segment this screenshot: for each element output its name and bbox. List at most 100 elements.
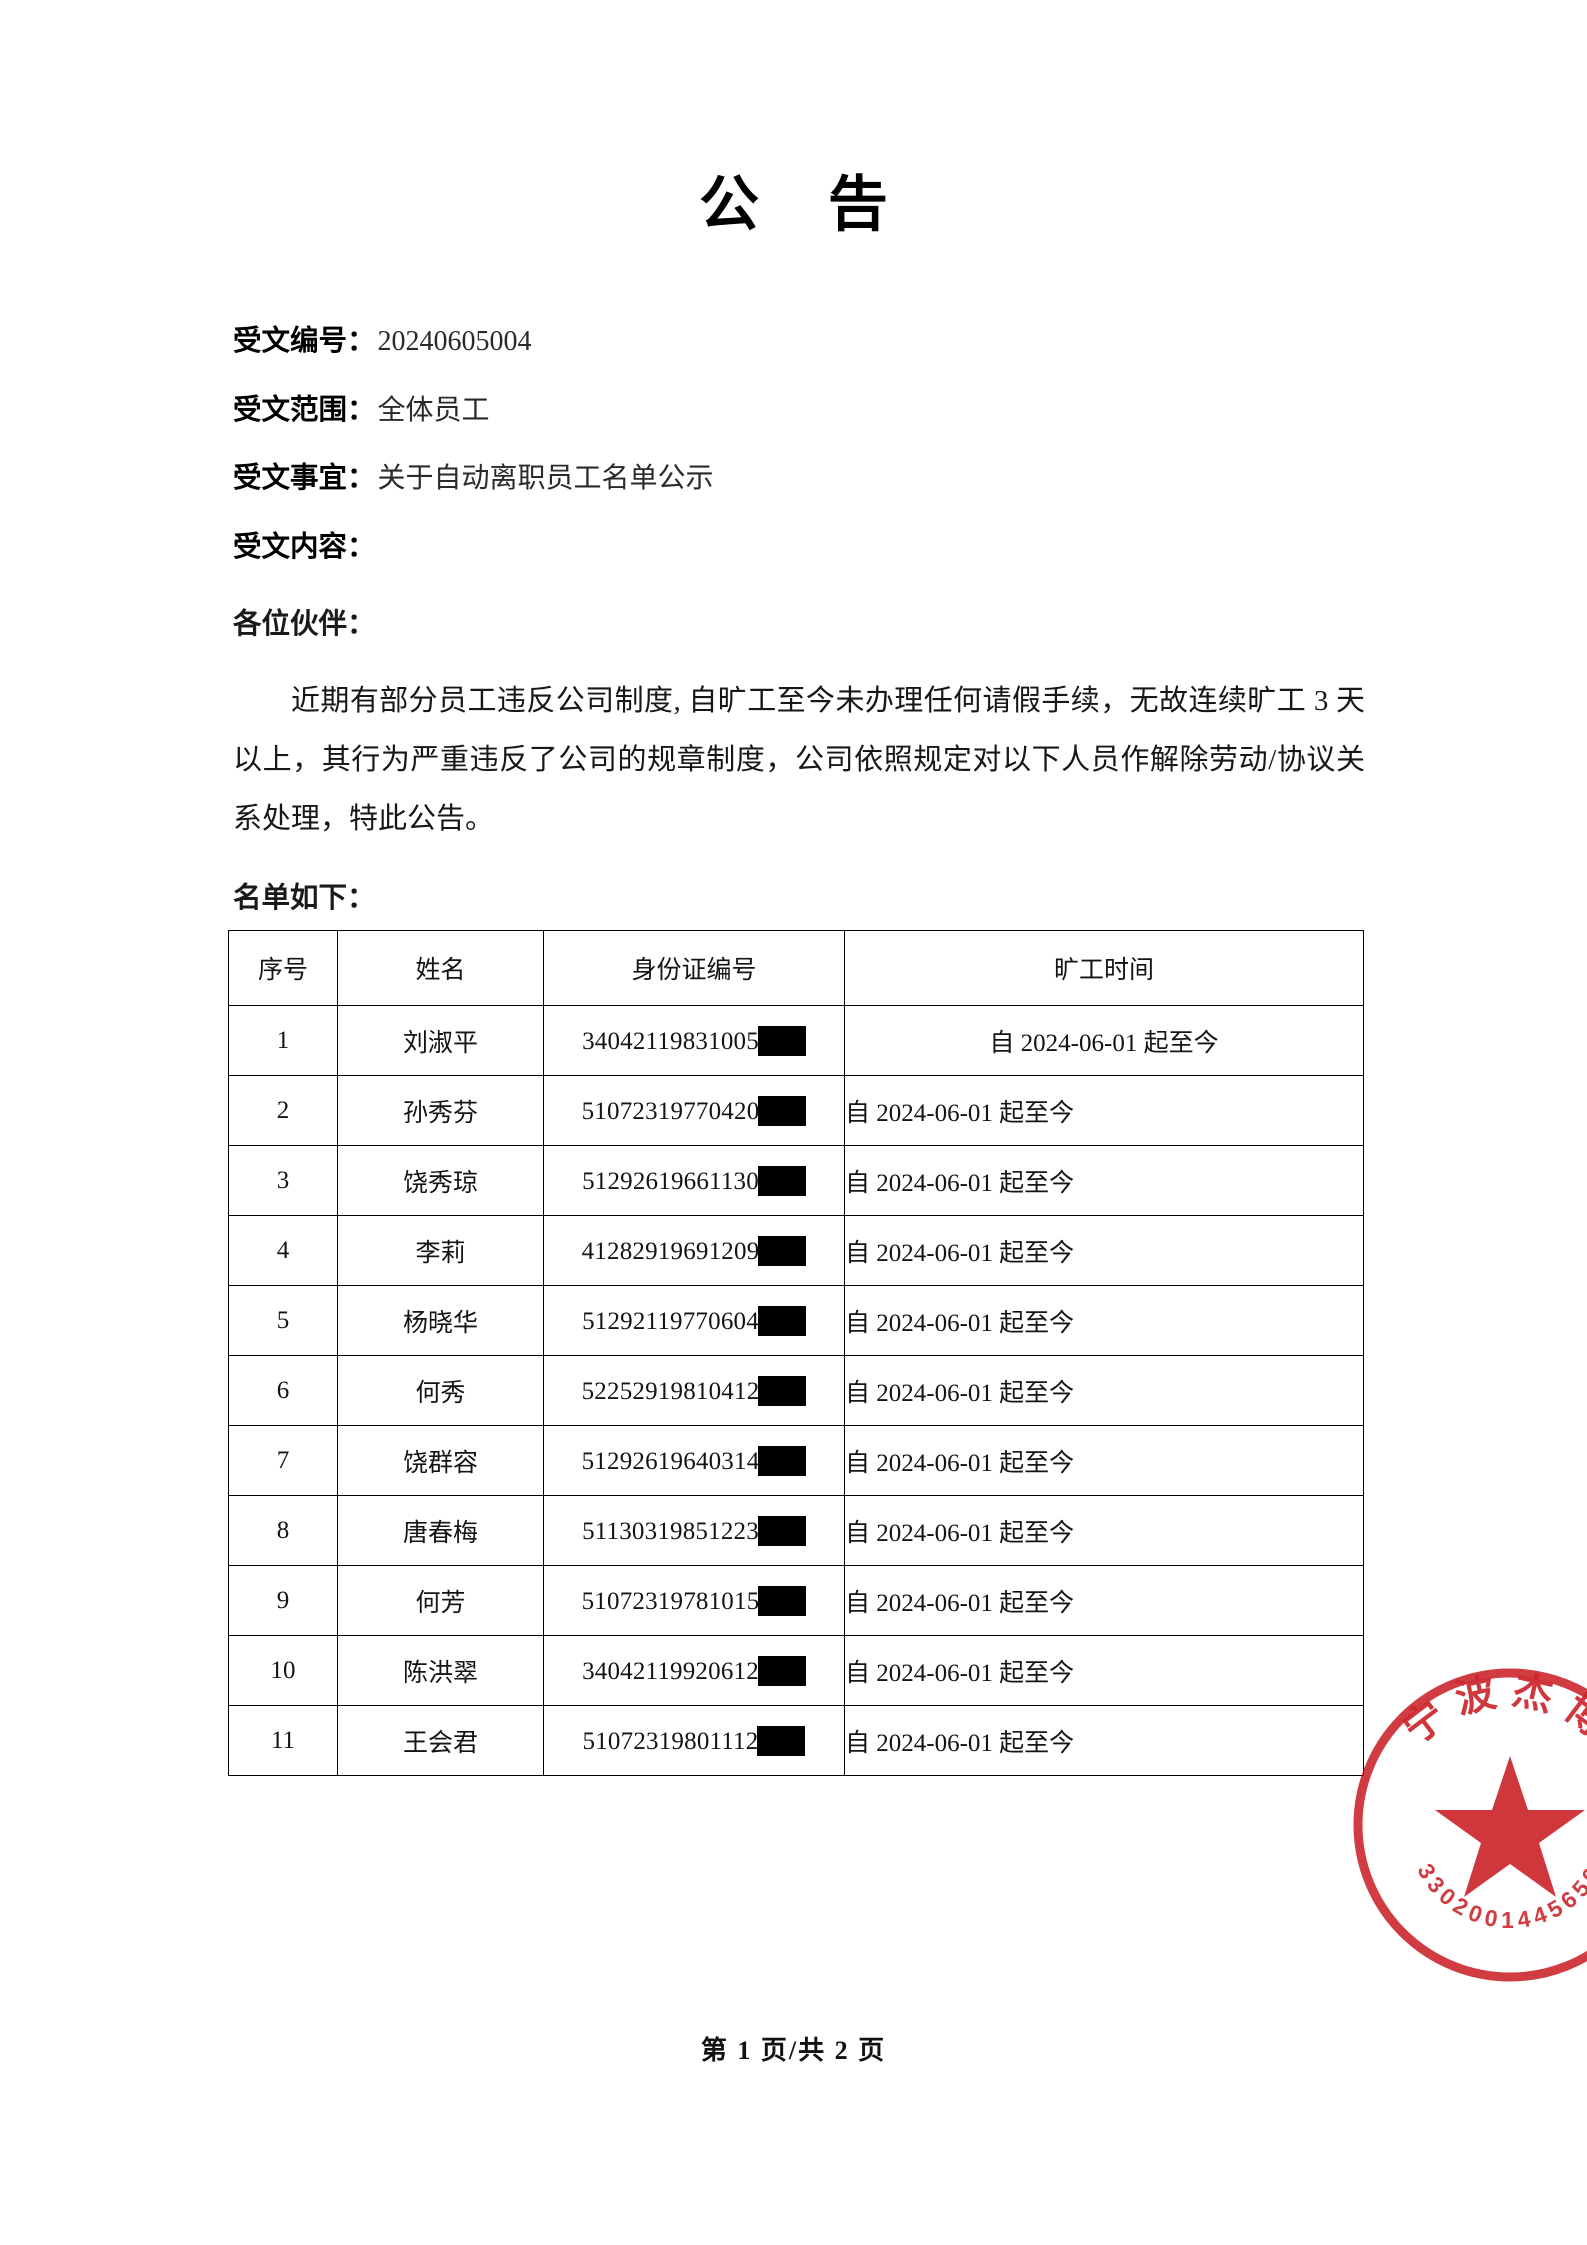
row-id-cell: 51292619640314 (543, 1425, 845, 1496)
row-index-cell: 6 (228, 1355, 338, 1426)
row-time-cell: 自 2024-06-01 起至今 (844, 1705, 1364, 1776)
table-row: 9 何芳 51072319781015 自 2024-06-01 起至今 (228, 1565, 1364, 1636)
table-row: 4 李莉 41282919691209 自 2024-06-01 起至今 (228, 1215, 1364, 1286)
list-heading: 名单如下： (233, 882, 376, 914)
row-id-prefix: 52252919810412 (581, 1377, 760, 1405)
row-index-cell: 2 (228, 1075, 338, 1146)
meta-label: 受文编号： (233, 325, 376, 357)
row-id-cell: 34042119831005 (543, 1005, 845, 1076)
meta-row-doc-number: 受文编号：20240605004 (233, 327, 1354, 357)
redaction-block (757, 1165, 806, 1196)
row-id-cell: 34042119920612 (543, 1635, 845, 1706)
row-id-cell: 51130319851223 (543, 1495, 845, 1566)
row-name-cell: 李莉 (337, 1215, 544, 1286)
row-name-cell: 杨晓华 (337, 1285, 544, 1356)
row-index-cell: 5 (228, 1285, 338, 1356)
row-id-prefix: 34042119831005 (582, 1027, 759, 1055)
row-index-cell: 11 (228, 1705, 338, 1776)
table-row: 8 唐春梅 51130319851223 自 2024-06-01 起至今 (228, 1495, 1364, 1566)
redaction-block (758, 1445, 807, 1476)
row-id-prefix: 51130319851223 (582, 1517, 759, 1545)
row-id-cell: 51072319781015 (543, 1565, 845, 1636)
row-id-cell: 51072319770420 (543, 1075, 845, 1146)
salutation: 各位伙伴： (233, 608, 376, 640)
row-id-prefix: 41282919691209 (581, 1237, 760, 1265)
table-row: 6 何秀 52252919810412 自 2024-06-01 起至今 (228, 1355, 1364, 1426)
row-name-cell: 陈洪翠 (337, 1635, 544, 1706)
row-index-cell: 10 (228, 1635, 338, 1706)
row-id-cell: 41282919691209 (543, 1215, 845, 1286)
redaction-block (758, 1585, 807, 1616)
roster-table: 序号 姓名 身份证编号 旷工时间 1 刘淑平 34042119831005 自 202… (228, 930, 1364, 1776)
row-time-cell: 自 2024-06-01 起至今 (844, 1635, 1364, 1706)
row-id-cell: 51292119770604 (543, 1285, 845, 1356)
row-index-cell: 4 (228, 1215, 338, 1286)
body-paragraph: 近期有部分员工违反公司制度, 自旷工至今未办理任何请假手续，无故连续旷工 3 天… (233, 685, 1365, 835)
row-id-prefix: 51292619661130 (582, 1167, 759, 1195)
redaction-block (758, 1235, 807, 1266)
page-footer: 第 1 页/共 2 页 (700, 2036, 887, 2065)
table-row: 1 刘淑平 34042119831005 自 2024-06-01 起至今 (228, 1005, 1364, 1076)
row-index-cell: 9 (228, 1565, 338, 1636)
row-id-prefix: 51072319770420 (581, 1097, 760, 1125)
table-header-id: 身份证编号 (543, 930, 845, 1006)
row-time-cell: 自 2024-06-01 起至今 (844, 1355, 1364, 1426)
meta-row-subject: 受文事宜：关于自动离职员工名单公示 (233, 464, 1354, 494)
redaction-block (757, 1305, 806, 1336)
table-row: 11 王会君 51072319801112 自 2024-06-01 起至今 (228, 1705, 1364, 1776)
row-name-cell: 王会君 (337, 1705, 544, 1776)
meta-label: 受文内容： (233, 530, 376, 563)
row-name-cell: 饶秀琼 (337, 1145, 544, 1216)
table-row: 5 杨晓华 51292119770604 自 2024-06-01 起至今 (228, 1285, 1364, 1356)
meta-label: 受文范围： (233, 393, 376, 426)
meta-label: 受文事宜： (233, 462, 376, 494)
table-header-name: 姓名 (337, 930, 544, 1006)
row-time-cell: 自 2024-06-01 起至今 (844, 1425, 1364, 1496)
roster-table-body: 1 刘淑平 34042119831005 自 2024-06-01 起至今 2 孙秀芬 51… (228, 1005, 1364, 1776)
table-row: 3 饶秀琼 51292619661130 自 2024-06-01 起至今 (228, 1145, 1364, 1216)
row-id-cell: 51072319801112 (543, 1705, 845, 1776)
row-id-prefix: 51292619640314 (581, 1447, 760, 1475)
table-header-time: 旷工时间 (844, 930, 1364, 1006)
meta-row-scope: 受文范围：全体员工 (233, 393, 1354, 426)
redaction-block (758, 1095, 807, 1126)
meta-row-content: 受文内容： (233, 530, 1354, 563)
table-row: 7 饶群容 51292619640314 自 2024-06-01 起至今 (228, 1425, 1364, 1496)
stamp-code-text: 3302001445650 (1412, 1859, 1587, 1933)
meta-value: 关于自动离职员工名单公示 (377, 463, 714, 494)
row-index-cell: 8 (228, 1495, 338, 1566)
roster-table-wrapper: 序号 姓名 身份证编号 旷工时间 1 刘淑平 34042119831005 自 202… (0, 930, 1587, 1776)
table-row: 10 陈洪翠 34042119920612 自 2024-06-01 起至今 (228, 1635, 1364, 1706)
row-id-prefix: 51072319781015 (581, 1587, 760, 1615)
redaction-block (757, 1655, 806, 1686)
redaction-block (757, 1025, 806, 1056)
row-id-cell: 52252919810412 (543, 1355, 845, 1426)
row-time-cell: 自 2024-06-01 起至今 (844, 1215, 1364, 1286)
row-index-cell: 3 (228, 1145, 338, 1216)
row-name-cell: 孙秀芬 (337, 1075, 544, 1146)
row-name-cell: 唐春梅 (337, 1495, 544, 1566)
row-time-cell: 自 2024-06-01 起至今 (844, 1565, 1364, 1636)
row-id-prefix: 34042119920612 (582, 1657, 759, 1685)
row-name-cell: 刘淑平 (337, 1005, 544, 1076)
row-time-cell: 自 2024-06-01 起至今 (844, 1495, 1364, 1566)
table-row: 2 孙秀芬 51072319770420 自 2024-06-01 起至今 (228, 1075, 1364, 1146)
row-time-cell: 自 2024-06-01 起至今 (844, 1005, 1364, 1076)
table-header-row: 序号 姓名 身份证编号 旷工时间 (228, 930, 1364, 1006)
redaction-block (757, 1515, 806, 1546)
row-index-cell: 7 (228, 1425, 338, 1496)
meta-value: 20240605004 (377, 326, 532, 357)
row-index-cell: 1 (228, 1005, 338, 1076)
metadata-block: 受文编号：20240605004 受文范围：全体员工 受文事宜：关于自动离职员工… (0, 327, 1587, 562)
page-title: 公 告 (699, 171, 914, 238)
row-id-cell: 51292619661130 (543, 1145, 845, 1216)
meta-value: 全体员工 (377, 394, 490, 426)
table-header-index: 序号 (228, 930, 338, 1006)
redaction-block (757, 1725, 806, 1756)
row-id-prefix: 51072319801112 (582, 1727, 759, 1755)
row-id-prefix: 51292119770604 (582, 1307, 759, 1335)
row-name-cell: 何秀 (337, 1355, 544, 1426)
redaction-block (758, 1375, 807, 1406)
row-name-cell: 饶群容 (337, 1425, 544, 1496)
